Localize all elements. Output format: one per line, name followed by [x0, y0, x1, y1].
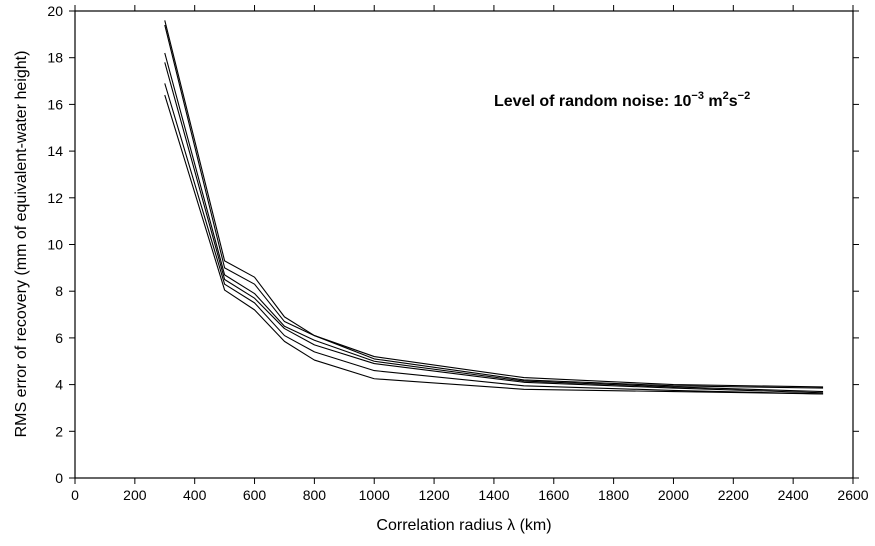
x-tick-label: 1600	[538, 487, 569, 503]
y-tick-label: 0	[55, 470, 63, 486]
series-line-2	[164, 24, 824, 389]
x-tick-label: 2200	[718, 487, 749, 503]
x-tick-label: 200	[123, 487, 147, 503]
x-tick-label: 2400	[778, 487, 809, 503]
x-tick-label: 1000	[359, 487, 390, 503]
series-line-4	[164, 62, 824, 394]
series-lines	[164, 20, 824, 395]
axis-ticks: 0 200 400 600 800 1000 1200 1400 1600 1800 2000 220…	[47, 3, 868, 503]
noise-level-annotation: Level of random noise: 10−3 m2s−2	[494, 90, 750, 110]
y-tick-label: 12	[47, 190, 63, 206]
series-line-1	[164, 20, 824, 388]
plot-frame	[74, 10, 854, 479]
y-tick-label: 2	[55, 423, 63, 439]
x-tick-label: 800	[303, 487, 327, 503]
x-tick-label: 1200	[418, 487, 449, 503]
x-tick-label: 1400	[478, 487, 509, 503]
y-tick-label: 20	[47, 3, 63, 19]
y-tick-label: 18	[47, 50, 63, 66]
series-line-5	[164, 83, 824, 395]
x-tick-label: 1800	[598, 487, 629, 503]
x-axis-title: Correlation radius λ (km)	[376, 517, 551, 534]
y-tick-label: 10	[47, 237, 63, 253]
x-tick-label: 400	[183, 487, 207, 503]
y-tick-label: 4	[55, 377, 63, 393]
y-tick-label: 16	[47, 96, 63, 112]
x-tick-label: 0	[71, 487, 79, 503]
y-tick-label: 14	[47, 143, 63, 159]
x-tick-label: 2600	[837, 487, 868, 503]
x-tick-label: 600	[243, 487, 267, 503]
series-line-3	[164, 52, 824, 393]
y-tick-label: 6	[55, 330, 63, 346]
y-tick-label: 8	[55, 283, 63, 299]
series-line-6	[164, 94, 824, 395]
x-tick-label: 2000	[658, 487, 689, 503]
y-axis-title: RMS error of recovery (mm of equivalent-…	[13, 51, 30, 438]
